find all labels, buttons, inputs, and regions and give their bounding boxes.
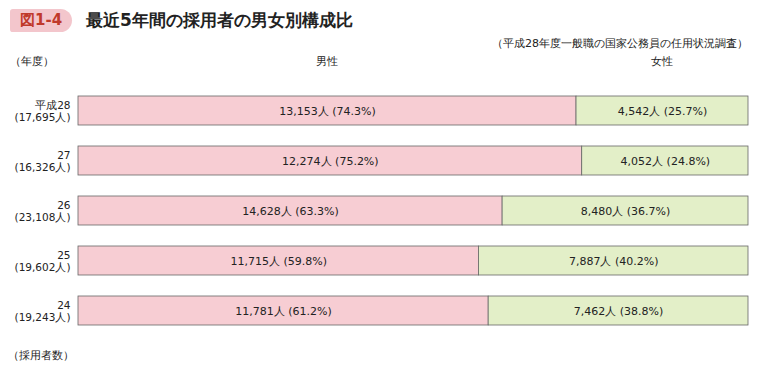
svg-text:25(19,602人): 25(19,602人)	[15, 249, 71, 273]
svg-text:7,462人 (38.8%): 7,462人 (38.8%)	[574, 305, 664, 318]
html-text:（採用者数）: （採用者数）	[8, 349, 74, 362]
svg-text:26(23,108人): 26(23,108人)	[15, 199, 71, 223]
html-text:図1-4: 図1-4	[20, 10, 63, 29]
svg-text:14,628人 (63.3%): 14,628人 (63.3%)	[242, 205, 339, 218]
html-text:最近5年間の採用者の男女別構成比: 最近5年間の採用者の男女別構成比	[86, 9, 353, 30]
html-text:（平成28年度一般職の国家公務員の任用状況調査）: （平成28年度一般職の国家公務員の任用状況調査）	[492, 37, 748, 50]
svg-text:27(16,326人): 27(16,326人)	[15, 149, 71, 173]
svg-text:12,274人 (75.2%): 12,274人 (75.2%)	[282, 155, 379, 168]
svg-text:7,887人 (40.2%): 7,887人 (40.2%)	[569, 255, 659, 268]
html-text:女性: 女性	[651, 55, 673, 68]
svg-text:4,052人 (24.8%): 4,052人 (24.8%)	[621, 155, 711, 168]
svg-text:11,781人 (61.2%): 11,781人 (61.2%)	[235, 305, 332, 318]
svg-text:4,542人 (25.7%): 4,542人 (25.7%)	[618, 105, 708, 118]
html-text:男性: 男性	[316, 55, 338, 68]
svg-text:13,153人 (74.3%): 13,153人 (74.3%)	[279, 105, 376, 118]
svg-text:8,480人 (36.7%): 8,480人 (36.7%)	[581, 205, 671, 218]
svg-text:平成28(17,695人): 平成28(17,695人)	[15, 99, 71, 123]
html-text:（年度）: （年度）	[10, 55, 54, 68]
svg-text:24(19,243人): 24(19,243人)	[15, 299, 71, 323]
svg-text:11,715人 (59.8%): 11,715人 (59.8%)	[230, 255, 327, 268]
